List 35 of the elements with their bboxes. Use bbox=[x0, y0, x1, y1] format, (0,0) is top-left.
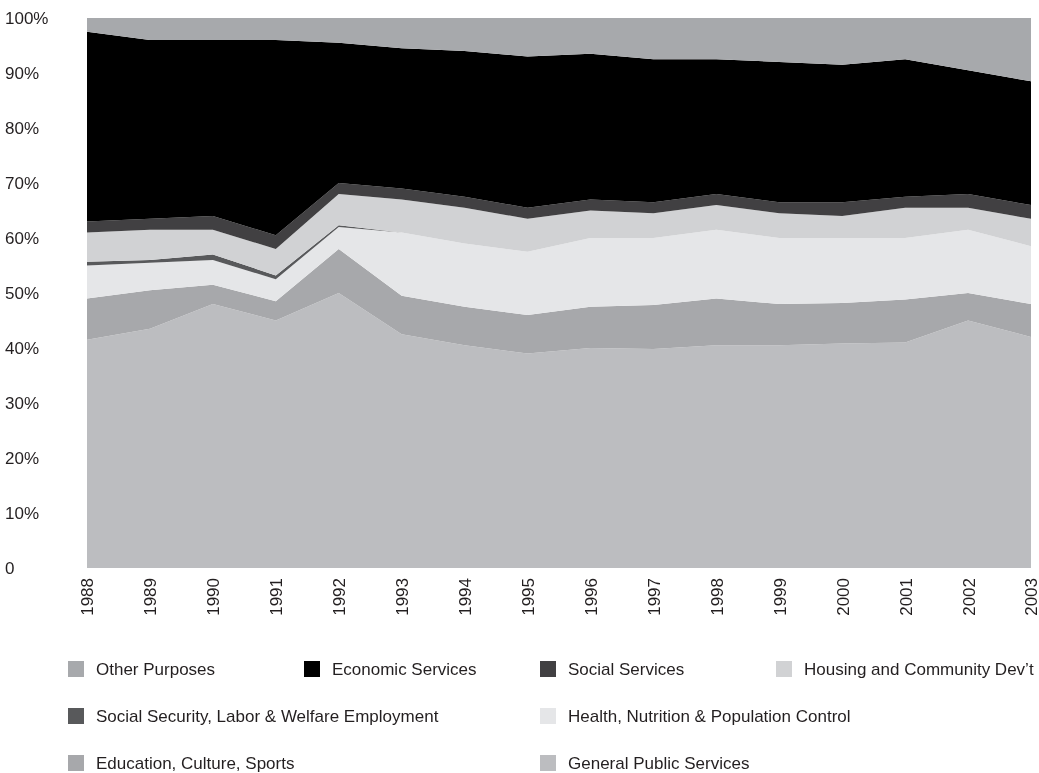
x-tick-label: 2003 bbox=[1022, 578, 1039, 616]
legend-label: Health, Nutrition & Population Control bbox=[568, 706, 851, 726]
x-tick-label: 1991 bbox=[267, 578, 287, 616]
legend-label: Social Services bbox=[568, 659, 685, 679]
legend-label: Education, Culture, Sports bbox=[96, 753, 295, 773]
y-tick-label: 0 bbox=[5, 558, 15, 578]
y-tick-label: 30% bbox=[5, 393, 40, 413]
x-tick-label: 1989 bbox=[141, 578, 161, 616]
x-tick-label: 1996 bbox=[581, 578, 601, 616]
y-tick-label: 40% bbox=[5, 338, 40, 358]
y-tick-label: 70% bbox=[5, 173, 40, 193]
x-tick-label: 2001 bbox=[896, 578, 916, 616]
y-tick-label: 100% bbox=[5, 8, 49, 28]
legend-label: Social Security, Labor & Welfare Employment bbox=[96, 706, 439, 726]
x-tick-label: 1988 bbox=[78, 578, 98, 616]
x-tick-label: 1997 bbox=[644, 578, 664, 616]
x-tick-label: 2002 bbox=[959, 578, 979, 616]
x-tick-label: 1990 bbox=[204, 578, 224, 616]
legend-label: General Public Services bbox=[568, 753, 750, 773]
x-tick-label: 1992 bbox=[330, 578, 350, 616]
y-tick-label: 90% bbox=[5, 63, 40, 83]
x-tick-label: 1994 bbox=[456, 578, 476, 616]
x-tick-label: 1993 bbox=[393, 578, 413, 616]
y-tick-label: 10% bbox=[5, 503, 40, 523]
x-tick-label: 2000 bbox=[833, 578, 853, 616]
x-tick-label: 1998 bbox=[707, 578, 727, 616]
legend-label: Economic Services bbox=[332, 659, 477, 679]
y-tick-label: 60% bbox=[5, 228, 40, 248]
legend-label: Other Purposes bbox=[96, 659, 216, 679]
x-tick-label: 1995 bbox=[518, 578, 538, 616]
legend-label: Housing and Community Dev’t bbox=[804, 659, 1034, 679]
x-tick-label: 1999 bbox=[770, 578, 790, 616]
y-tick-label: 50% bbox=[5, 283, 40, 303]
y-tick-label: 80% bbox=[5, 118, 40, 138]
y-tick-label: 20% bbox=[5, 448, 40, 468]
